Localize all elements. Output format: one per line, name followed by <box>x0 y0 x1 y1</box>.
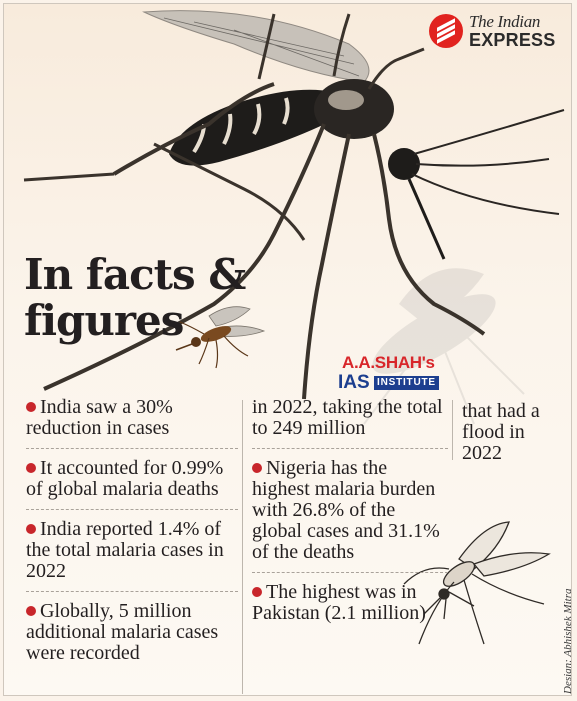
column-divider <box>242 400 243 694</box>
mosquito-outline <box>403 521 551 645</box>
mosquito-illustration <box>23 10 565 645</box>
fact-item: The highest was in Pakistan (2.1 million… <box>252 582 448 628</box>
fact-item: in 2022, taking the total to 249 million <box>252 397 448 449</box>
fact-text: that had a flood in 2022 <box>462 400 540 464</box>
brand-line2: EXPRESS <box>469 30 556 50</box>
fact-item: Globally, 5 million additional malaria c… <box>26 601 238 668</box>
headline-line1: In facts & <box>24 250 246 299</box>
headline-line2: figures <box>24 296 184 345</box>
institute-ias: IAS <box>338 372 370 393</box>
fact-text: Globally, 5 million additional malaria c… <box>26 600 219 664</box>
fact-item: India saw a 30% reduction in cases <box>26 397 238 449</box>
design-credit: Design: Abhishek Mitra <box>562 588 572 694</box>
brand-logo: The Indian EXPRESS <box>429 10 569 52</box>
fact-text: Nigeria has the highest malaria burden w… <box>252 457 440 563</box>
bullet-dot-icon <box>26 402 36 412</box>
facts-column-2: in 2022, taking the total to 249 million… <box>252 397 448 628</box>
bullet-dot-icon <box>26 524 36 534</box>
fact-item: India reported 1.4% of the total malaria… <box>26 519 238 592</box>
fact-item: Nigeria has the highest malaria burden w… <box>252 458 448 573</box>
bullet-dot-icon <box>252 463 262 473</box>
fact-text: in 2022, taking the total to 249 million <box>252 396 443 439</box>
fact-text: It accounted for 0.99% of global malaria… <box>26 457 224 500</box>
fact-text: India reported 1.4% of the total malaria… <box>26 518 224 582</box>
mosquito-main <box>23 10 565 400</box>
bullet-dot-icon <box>26 606 36 616</box>
institute-tag: INSTITUTE <box>374 376 439 390</box>
fact-item: It accounted for 0.99% of global malaria… <box>26 458 238 510</box>
brand-line1: The Indian <box>469 12 541 31</box>
fact-item: that had a flood in 2022 <box>462 401 562 468</box>
infographic: The Indian EXPRESS In facts & figures A.… <box>3 3 572 696</box>
fact-text: India saw a 30% reduction in cases <box>26 396 173 439</box>
institute-name: A.A.SHAH's <box>342 353 435 372</box>
bullet-dot-icon <box>26 463 36 473</box>
mosquito-shadow <box>363 268 525 425</box>
express-badge-icon <box>429 14 463 48</box>
column-divider <box>452 400 453 460</box>
mosquito-small <box>175 306 266 369</box>
facts-column-1: India saw a 30% reduction in cases It ac… <box>26 397 238 668</box>
institute-logo: A.A.SHAH's IAS INSTITUTE <box>338 353 460 395</box>
fact-text: The highest was in Pakistan (2.1 million… <box>252 581 426 624</box>
headline: In facts & figures <box>24 250 246 345</box>
bullet-dot-icon <box>252 587 262 597</box>
facts-column-3: that had a flood in 2022 <box>462 401 562 468</box>
